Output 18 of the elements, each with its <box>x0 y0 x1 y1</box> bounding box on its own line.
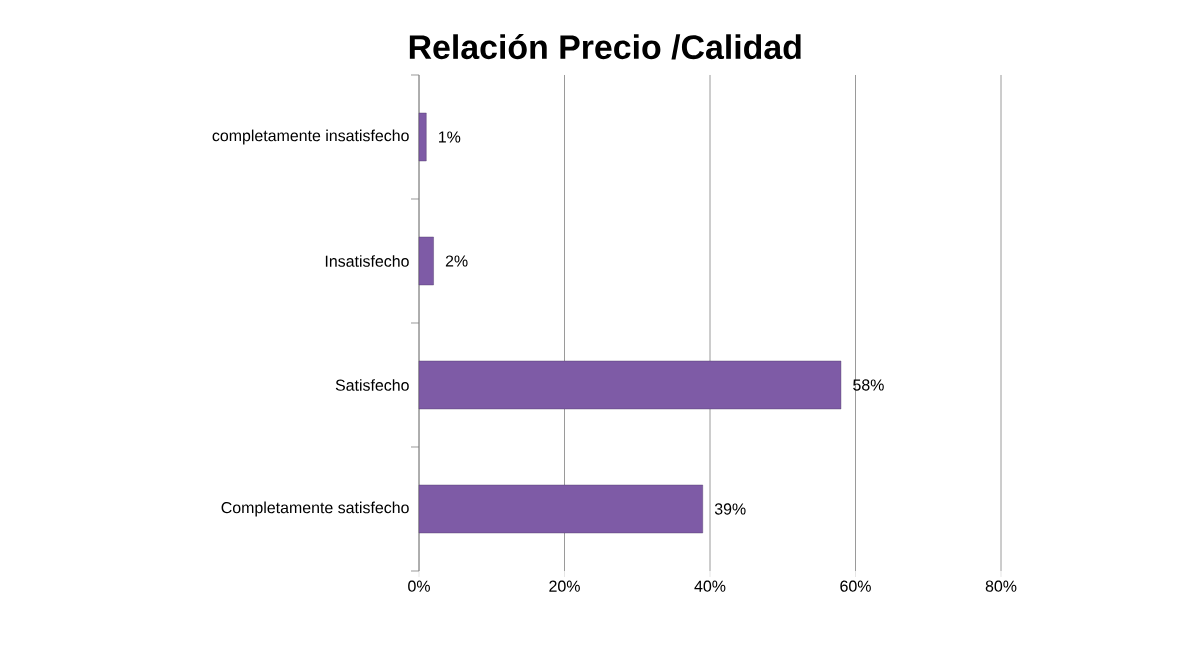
chart-title: Relación Precio /Calidad <box>409 33 801 60</box>
x-tick-label: 20% <box>549 580 580 592</box>
bar <box>418 236 434 286</box>
data-label: 1% <box>439 131 461 143</box>
data-label: 58% <box>853 379 884 391</box>
bar <box>418 112 427 162</box>
bar <box>418 484 703 534</box>
y-tick-label: completamente insatisfecho <box>212 129 409 145</box>
x-tick-label: 0% <box>408 580 430 592</box>
x-tick-label: 40% <box>694 580 726 592</box>
x-tick-label: 80% <box>985 580 1017 592</box>
x-tick-label: 60% <box>840 580 871 592</box>
data-label: 2% <box>445 255 468 267</box>
bar <box>418 360 842 410</box>
y-tick-label: Satisfecho <box>335 379 409 391</box>
y-tick-label: Completamente satisfecho <box>221 501 409 517</box>
data-label: 39% <box>714 503 746 515</box>
y-tick-label: Insatisfecho <box>325 255 409 267</box>
